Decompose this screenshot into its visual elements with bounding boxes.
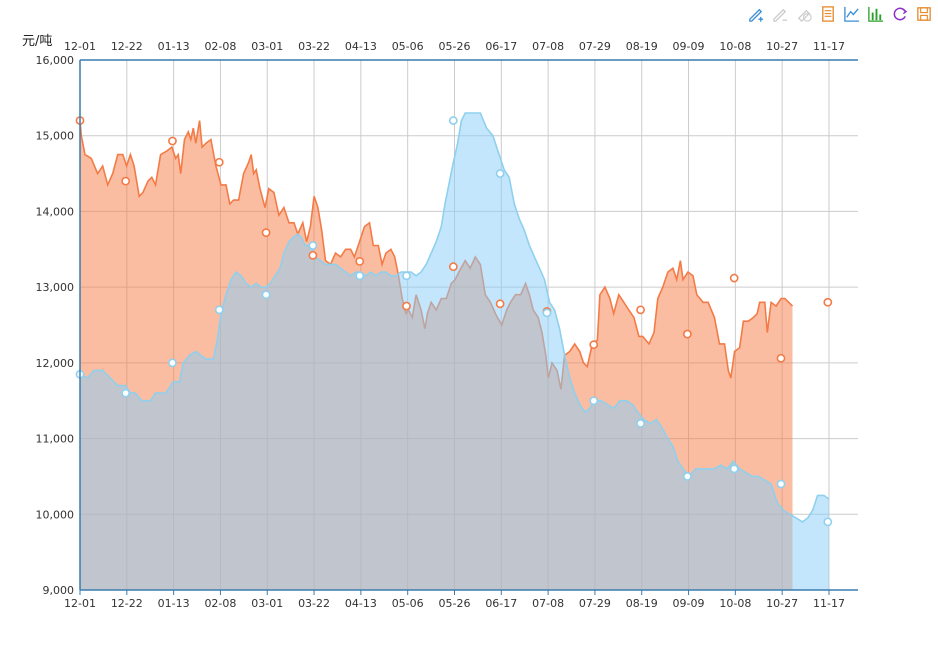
x-tick-label-top: 03-01	[251, 40, 283, 53]
blue-series-line	[79, 112, 830, 523]
orange-data-point[interactable]	[168, 136, 177, 146]
x-tick-label-bottom: 12-01	[64, 597, 96, 610]
chart-areas	[79, 112, 830, 590]
blue-data-point[interactable]	[776, 479, 786, 489]
chart-axes: 9,000 10,000 11,000 12,000 13,000 14,000 15,00…	[36, 40, 858, 610]
y-tick-label: 14,000	[36, 205, 75, 218]
x-tick-label-bottom: 02-08	[204, 597, 236, 610]
x-tick-label-bottom: 11-17	[813, 597, 845, 610]
line-chart-icon	[844, 6, 860, 22]
orange-data-point[interactable]	[495, 299, 505, 309]
blue-data-point[interactable]	[823, 517, 833, 527]
x-tick-label-top: 10-08	[719, 40, 751, 53]
y-tick-label: 16,000	[36, 54, 75, 67]
blue-data-point[interactable]	[729, 464, 739, 474]
blue-data-point[interactable]	[402, 271, 411, 281]
blue-data-point[interactable]	[261, 290, 271, 300]
chart-toolbar	[746, 4, 934, 24]
orange-data-point[interactable]	[636, 305, 645, 315]
orange-data-point[interactable]	[682, 329, 692, 339]
orange-data-point[interactable]	[355, 256, 365, 266]
x-tick-label-bottom: 04-13	[345, 597, 377, 610]
blue-data-point[interactable]	[121, 388, 131, 398]
orange-data-point[interactable]	[589, 340, 599, 350]
blue-data-point[interactable]	[636, 419, 645, 428]
x-tick-label-top: 02-08	[204, 40, 236, 53]
orange-data-point[interactable]	[214, 157, 224, 167]
orange-data-point[interactable]	[121, 176, 131, 186]
x-tick-label-top: 09-09	[673, 40, 705, 53]
data-view-button[interactable]	[818, 4, 838, 24]
x-tick-label-bottom: 05-26	[439, 597, 471, 610]
x-tick-label-bottom: 07-08	[532, 597, 564, 610]
restore-icon	[893, 7, 908, 21]
orange-data-point[interactable]	[729, 273, 739, 283]
y-tick-label: 12,000	[36, 357, 75, 370]
x-tick-label-top: 01-13	[158, 40, 190, 53]
x-tick-label-top: 05-26	[439, 40, 471, 53]
x-tick-label-top: 05-06	[392, 40, 424, 53]
x-tick-label-top: 07-29	[579, 40, 611, 53]
mark-clear-button[interactable]	[794, 4, 814, 24]
orange-data-point[interactable]	[823, 297, 833, 307]
orange-data-point[interactable]	[776, 353, 786, 363]
x-tick-label-bottom: 05-06	[392, 597, 424, 610]
mark-clear-icon	[797, 9, 812, 23]
mark-undo-button[interactable]	[770, 4, 790, 24]
blue-data-point[interactable]	[495, 169, 505, 178]
y-tick-label: 9,000	[43, 584, 75, 597]
save-image-icon	[917, 7, 931, 21]
x-tick-label-top: 08-19	[626, 40, 658, 53]
bar-chart-button[interactable]	[866, 4, 886, 24]
line-chart-button[interactable]	[842, 4, 862, 24]
x-tick-label-bottom: 01-13	[158, 597, 190, 610]
x-tick-label-bottom: 12-22	[111, 597, 143, 610]
orange-data-point[interactable]	[448, 262, 458, 272]
orange-data-point[interactable]	[402, 301, 411, 311]
x-tick-label-top: 06-17	[485, 40, 517, 53]
x-tick-label-top: 07-08	[532, 40, 564, 53]
blue-series-area	[80, 113, 829, 590]
y-tick-label: 10,000	[36, 508, 75, 521]
x-tick-label-bottom: 08-19	[626, 597, 658, 610]
save-image-button[interactable]	[914, 4, 934, 24]
x-tick-label-top: 10-27	[766, 40, 798, 53]
mark-undo-icon	[773, 8, 788, 22]
x-tick-label-top: 03-22	[298, 40, 330, 53]
x-tick-label-top: 11-17	[813, 40, 845, 53]
blue-data-point[interactable]	[589, 396, 599, 406]
y-tick-label: 11,000	[36, 433, 75, 446]
restore-button[interactable]	[890, 4, 910, 24]
blue-data-point[interactable]	[214, 305, 224, 315]
orange-data-point[interactable]	[261, 228, 271, 238]
mark-button[interactable]	[746, 4, 766, 24]
blue-data-point[interactable]	[682, 472, 692, 481]
blue-data-point[interactable]	[542, 308, 552, 318]
x-tick-label-bottom: 10-27	[766, 597, 798, 610]
bar-chart-icon	[868, 6, 884, 22]
chart-markers	[75, 116, 833, 527]
blue-data-point[interactable]	[448, 116, 458, 125]
x-tick-label-top: 12-22	[111, 40, 143, 53]
orange-data-point[interactable]	[308, 250, 318, 260]
x-tick-label-bottom: 07-29	[579, 597, 611, 610]
x-tick-label-bottom: 09-09	[673, 597, 705, 610]
blue-data-point[interactable]	[355, 271, 365, 281]
x-tick-label-bottom: 06-17	[485, 597, 517, 610]
data-view-icon	[822, 6, 834, 22]
x-tick-label-bottom: 10-08	[719, 597, 751, 610]
y-tick-label: 13,000	[36, 281, 75, 294]
y-tick-label: 15,000	[36, 130, 75, 143]
x-tick-label-bottom: 03-22	[298, 597, 330, 610]
y-axis-unit-label: 元/吨	[22, 34, 53, 49]
blue-data-point[interactable]	[168, 358, 177, 368]
mark-icon	[749, 8, 764, 22]
blue-data-point[interactable]	[308, 241, 318, 250]
x-tick-label-bottom: 03-01	[251, 597, 283, 610]
x-tick-label-top: 12-01	[64, 40, 96, 53]
x-tick-label-top: 04-13	[345, 40, 377, 53]
